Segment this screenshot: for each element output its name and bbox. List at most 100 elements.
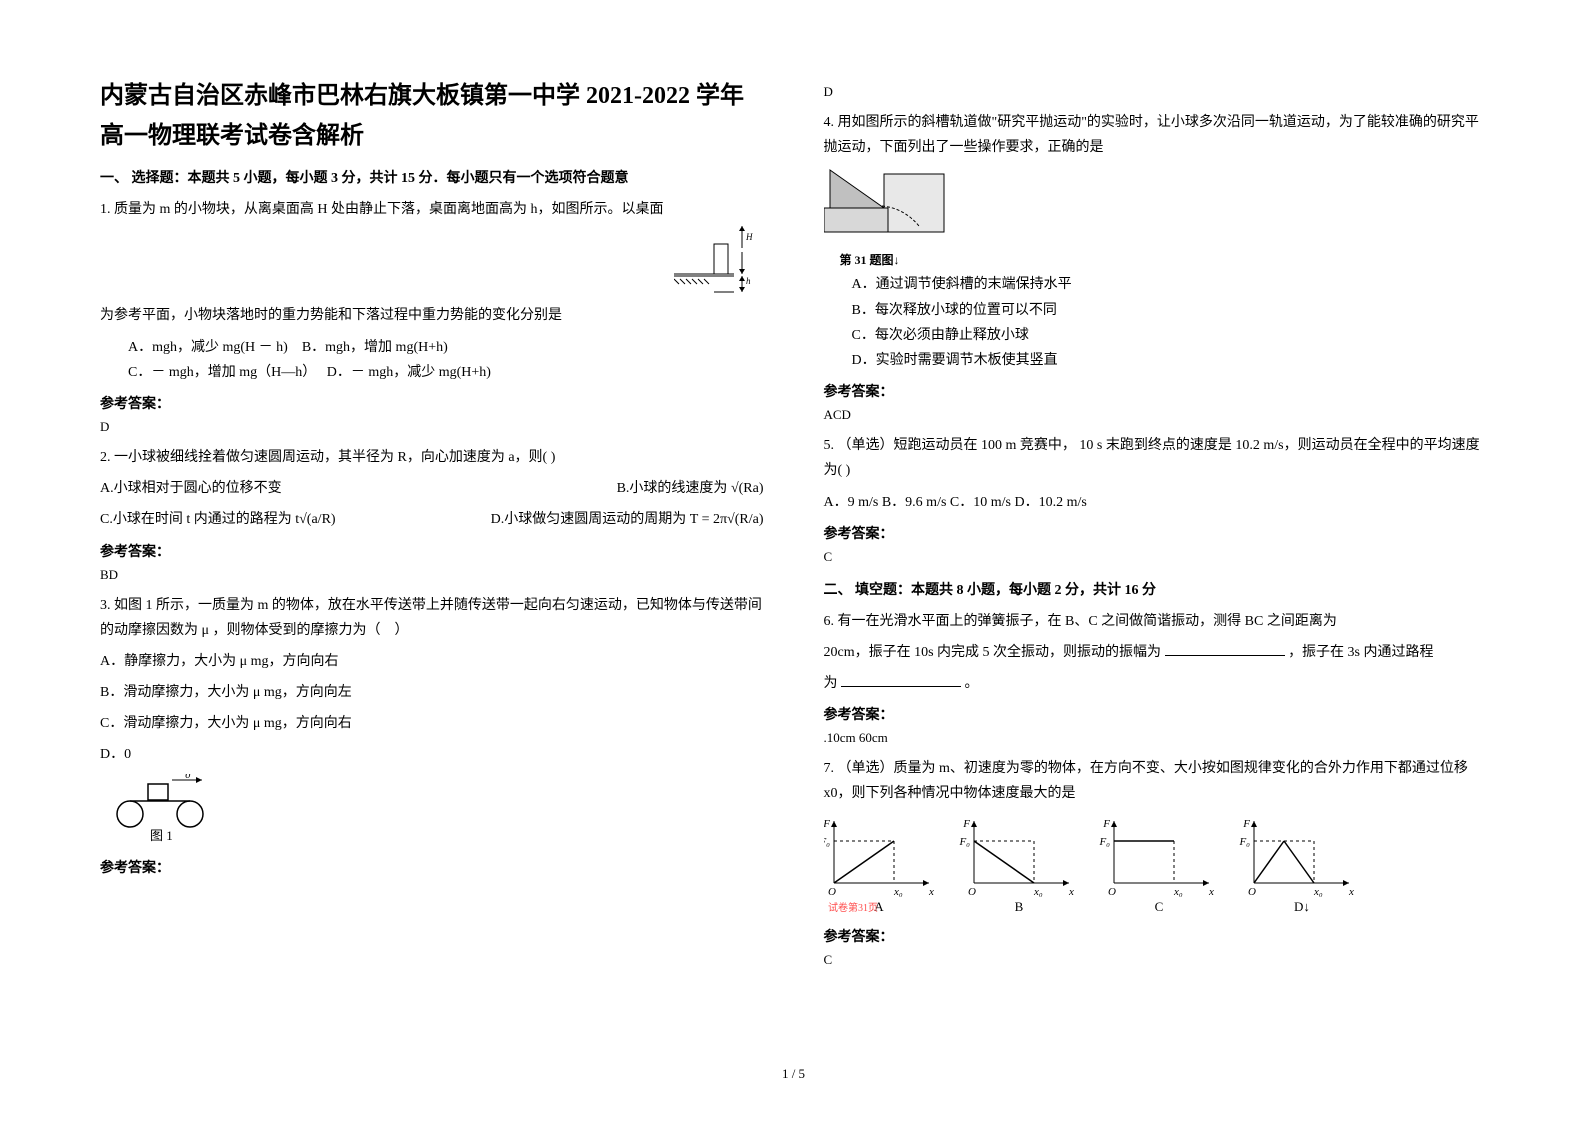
exam-title-line1: 内蒙古自治区赤峰市巴林右旗大板镇第一中学 2021-2022 学年: [100, 80, 764, 114]
q1-answer-label: 参考答案：: [100, 393, 764, 413]
svg-text:x: x: [928, 886, 934, 898]
q7-answer-label: 参考答案：: [824, 926, 1488, 946]
q2-answer-label: 参考答案：: [100, 541, 764, 561]
q6-period: 。: [965, 676, 979, 691]
q3-stem: 3. 如图 1 所示，一质量为 m 的物体，放在水平传送带上并随传送带一起向右匀…: [100, 593, 764, 643]
q2-answer: BD: [100, 567, 764, 583]
right-column: D 4. 用如图所示的斜槽轨道做"研究平抛运动"的实验时，让小球多次沿同一轨道运…: [824, 80, 1488, 1056]
q6-answer: .10cm 60cm: [824, 730, 1488, 746]
q2-optd-wrap: D.小球做匀速圆周运动的周期为 T = 2π√(R/a): [491, 507, 764, 532]
q2-options-row2: C.小球在时间 t 内通过的路程为 t√(a/R) D.小球做匀速圆周运动的周期…: [100, 507, 764, 532]
page: 内蒙古自治区赤峰市巴林右旗大板镇第一中学 2021-2022 学年 高一物理联考…: [0, 0, 1587, 1122]
svg-text:F₀: F₀: [1238, 836, 1250, 848]
svg-text:υ: υ: [185, 774, 191, 781]
q6-answer-label: 参考答案：: [824, 704, 1488, 724]
svg-text:O: O: [1108, 886, 1116, 898]
q1-text1: 1. 质量为 m 的小物块，从离桌面高 H 处由静止下落，桌面离地面高为 h，如…: [100, 202, 664, 217]
q6-stem-line1: 6. 有一在光滑水平面上的弹簧振子，在 B、C 之间做简谐振动，测得 BC 之间…: [824, 609, 1488, 634]
q2-optb: B.小球的线速度为: [617, 481, 731, 496]
q7-graphs-svg: F F₀ x O x₀ F: [824, 813, 1384, 913]
svg-text:F: F: [962, 818, 970, 830]
q6-end: 为: [824, 676, 842, 691]
q2-optd-formula: T = 2π√(R/a): [690, 512, 764, 527]
svg-text:图 1: 图 1: [150, 828, 173, 843]
svg-text:F: F: [1242, 818, 1250, 830]
svg-text:O: O: [828, 886, 836, 898]
q1-optc: C．－ mgh，增加 mg（H—h）: [128, 365, 316, 380]
svg-text:试卷第31页: 试卷第31页: [828, 901, 878, 913]
exam-title-line2: 高一物理联考试卷含解析: [100, 120, 764, 154]
q6-blank1: [1165, 641, 1285, 656]
q3-optb: B．滑动摩擦力，大小为 μ mg，方向向左: [100, 680, 764, 705]
section2-heading: 二、 填空题：本题共 8 小题，每小题 2 分，共计 16 分: [824, 579, 1488, 599]
svg-text:O: O: [968, 886, 976, 898]
q4-answer-label: 参考答案：: [824, 381, 1488, 401]
q7-label-b: B: [1014, 899, 1023, 913]
q2-optb-formula: √(Ra): [731, 481, 764, 496]
q1-figure: H h: [100, 224, 764, 299]
q4-stem: 4. 用如图所示的斜槽轨道做"研究平抛运动"的实验时，让小球多次沿同一轨道运动，…: [824, 110, 1488, 160]
q3-figure: υ 图 1: [110, 774, 764, 849]
q1-optd: D．－ mgh，减少 mg(H+h): [327, 365, 491, 380]
svg-text:F: F: [824, 818, 830, 830]
q3-figure-svg: υ 图 1: [110, 774, 230, 844]
q4-answer: ACD: [824, 407, 1488, 423]
svg-text:x₀: x₀: [893, 886, 903, 898]
q5-answer-label: 参考答案：: [824, 523, 1488, 543]
svg-text:O: O: [1248, 886, 1256, 898]
q3-opta: A．静摩擦力，大小为 μ mg，方向向右: [100, 649, 764, 674]
svg-text:x: x: [1068, 886, 1074, 898]
q5-stem: 5. （单选）短跑运动员在 100 m 竞赛中， 10 s 末跑到终点的速度是 …: [824, 433, 1488, 483]
q2-stem: 2. 一小球被细线拴着做匀速圆周运动，其半径为 R，向心加速度为 a，则( ): [100, 445, 764, 470]
q5-answer: C: [824, 549, 1488, 565]
q1-options-row1: A．mgh，减少 mg(H － h) B．mgh，增加 mg(H+h): [128, 335, 764, 360]
q7-label-c: C: [1154, 899, 1163, 913]
q1-opta: A．mgh，减少 mg(H － h): [128, 340, 288, 355]
q2-optb-wrap: B.小球的线速度为 √(Ra): [617, 476, 764, 501]
q1-optb: B．mgh，增加 mg(H+h): [302, 340, 448, 355]
q4-figure-svg: [824, 166, 954, 246]
svg-text:F₀: F₀: [1098, 836, 1110, 848]
q5-options: A．9 m/s B．9.6 m/s C．10 m/s D．10.2 m/s: [824, 490, 1488, 515]
q3-answer-label: 参考答案：: [100, 857, 764, 877]
q4-optd: D．实验时需要调节木板使其竖直: [852, 348, 1488, 373]
q1-stem-line2: 为参考平面，小物块落地时的重力势能和下落过程中重力势能的变化分别是: [100, 303, 764, 328]
svg-text:F₀: F₀: [958, 836, 970, 848]
q2-optc-wrap: C.小球在时间 t 内通过的路程为 t√(a/R): [100, 507, 336, 532]
q4-figure: 第 31 题图↓: [824, 166, 1488, 268]
page-footer: 1 / 5: [100, 1066, 1487, 1082]
q6-blank2: [841, 672, 961, 687]
q6-stem-line2: 20cm，振子在 10s 内完成 5 次全振动，则振动的振幅为 ，振子在 3s …: [824, 640, 1488, 665]
q4-figure-caption: 第 31 题图↓: [840, 251, 1488, 268]
q6-after: ，振子在 3s 内通过路程: [1288, 645, 1433, 660]
svg-text:x: x: [1208, 886, 1214, 898]
section1-heading: 一、 选择题：本题共 5 小题，每小题 3 分，共计 15 分．每小题只有一个选…: [100, 167, 764, 187]
q1-answer: D: [100, 419, 764, 435]
q2-optc: C.小球在时间 t 内通过的路程为: [100, 512, 295, 527]
q1-stem-line1: 1. 质量为 m 的小物块，从离桌面高 H 处由静止下落，桌面离地面高为 h，如…: [100, 197, 764, 222]
left-column: 内蒙古自治区赤峰市巴林右旗大板镇第一中学 2021-2022 学年 高一物理联考…: [100, 80, 764, 1056]
q3-optd: D．0: [100, 742, 764, 767]
q1-figure-svg: H h: [674, 224, 764, 294]
q4-opta: A．通过调节使斜槽的末端保持水平: [852, 272, 1488, 297]
svg-text:x: x: [1348, 886, 1354, 898]
svg-text:x₀: x₀: [1173, 886, 1183, 898]
q2-optc-formula: t√(a/R): [295, 512, 335, 527]
svg-text:F: F: [1102, 818, 1110, 830]
q6-mid: 20cm，振子在 10s 内完成 5 次全振动，则振动的振幅为: [824, 645, 1162, 660]
q7-label-d: D↓: [1294, 899, 1310, 913]
svg-text:x₀: x₀: [1033, 886, 1043, 898]
q7-stem: 7. （单选）质量为 m、初速度为零的物体，在方向不变、大小按如图规律变化的合外…: [824, 756, 1488, 806]
q4-optb: B．每次释放小球的位置可以不同: [852, 298, 1488, 323]
svg-text:h: h: [746, 276, 751, 286]
q2-opta: A.小球相对于圆心的位移不变: [100, 476, 617, 501]
q2-options-row1: A.小球相对于圆心的位移不变 B.小球的线速度为 √(Ra): [100, 476, 764, 501]
q2-optd: D.小球做匀速圆周运动的周期为: [491, 512, 690, 527]
q7-answer: C: [824, 952, 1488, 968]
q1-options-row2: C．－ mgh，增加 mg（H—h） D．－ mgh，减少 mg(H+h): [128, 360, 764, 385]
q3-answer: D: [824, 84, 1488, 100]
svg-text:H: H: [745, 232, 753, 242]
svg-text:F₀: F₀: [824, 836, 830, 848]
svg-text:x₀: x₀: [1313, 886, 1323, 898]
q3-optc: C．滑动摩擦力，大小为 μ mg，方向向右: [100, 711, 764, 736]
